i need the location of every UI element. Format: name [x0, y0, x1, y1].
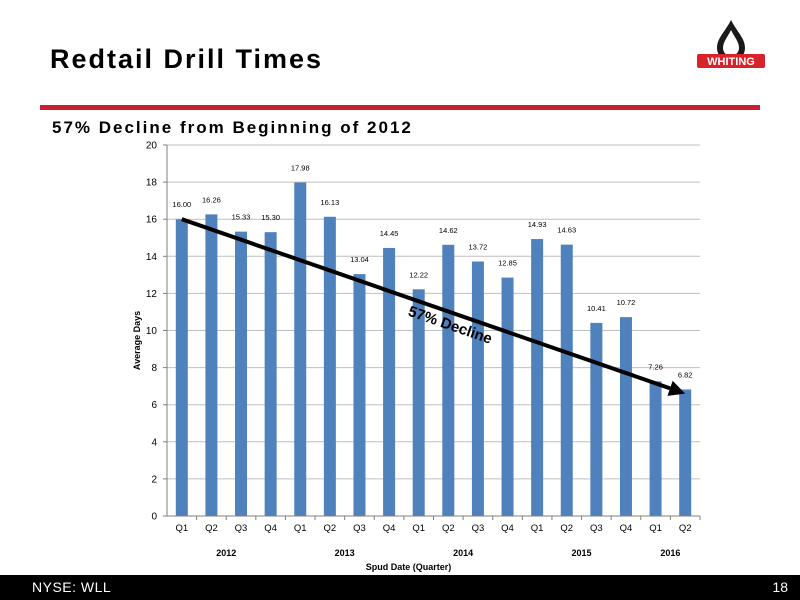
trend-annotation: 57% Decline	[181, 217, 686, 396]
bar	[175, 219, 188, 516]
bar	[590, 322, 603, 516]
footer-ticker: NYSE: WLL	[32, 579, 112, 595]
x-tick-label: Q1	[175, 523, 188, 534]
bar	[264, 232, 277, 516]
bar	[205, 214, 218, 516]
bar	[471, 261, 484, 516]
axes: 0 2 4 6 8 10 12 14 16 18 20 Q1 Q2 Q3 Q4 Q1 Q2 Q3 Q4 Q1 Q2 Q3 Q…	[132, 141, 701, 572]
data-label: 16.13	[320, 198, 339, 207]
bar	[679, 389, 692, 516]
year-label: 2014	[453, 548, 473, 558]
bars	[175, 182, 692, 517]
y-tick-label: 20	[146, 141, 158, 152]
slide-subtitle: 57% Decline from Beginning of 2012	[52, 118, 413, 137]
title-divider	[40, 105, 760, 110]
bar	[560, 244, 573, 516]
bar	[323, 216, 336, 516]
data-labels: 16.00 16.26 15.33 15.30 17.98 16.13 13.04 14.45…	[172, 163, 692, 379]
data-label: 16.00	[172, 200, 191, 209]
x-tick-label: Q2	[560, 523, 573, 534]
year-label: 2013	[335, 548, 355, 558]
data-label: 10.41	[587, 304, 606, 313]
bar	[442, 244, 455, 516]
year-label: 2012	[216, 548, 236, 558]
x-tick-label: Q1	[412, 523, 425, 534]
data-label: 16.26	[202, 195, 221, 204]
x-tick-label: Q4	[264, 523, 277, 534]
x-tick-label: Q1	[649, 523, 662, 534]
bar	[383, 247, 396, 516]
y-tick-label: 18	[146, 178, 158, 189]
data-label: 15.33	[232, 213, 251, 222]
data-label: 14.62	[439, 226, 458, 235]
y-tick-label: 8	[151, 363, 157, 374]
y-tick-label: 14	[146, 252, 158, 263]
slide-title: Redtail Drill Times	[50, 44, 324, 74]
x-axis-title: Spud Date (Quarter)	[366, 562, 452, 572]
whiting-logo-icon: WHITING	[697, 20, 765, 68]
logo-text: WHITING	[707, 56, 755, 68]
y-tick-label: 16	[146, 215, 158, 226]
bar	[501, 277, 514, 516]
data-label: 15.30	[261, 213, 280, 222]
data-label: 6.82	[678, 370, 693, 379]
page-number: 18	[772, 579, 788, 595]
x-tick-label: Q2	[324, 523, 337, 534]
year-label: 2015	[572, 548, 592, 558]
trend-arrow-head	[667, 380, 686, 396]
data-label: 14.45	[380, 229, 399, 238]
y-tick-label: 10	[146, 326, 158, 337]
x-tick-label: Q2	[442, 523, 455, 534]
x-tick-label: Q4	[383, 523, 396, 534]
bar	[235, 231, 248, 517]
x-tick-label: Q2	[679, 523, 692, 534]
y-tick-label: 6	[151, 400, 157, 411]
bar	[412, 289, 425, 516]
x-tick-label: Q4	[620, 523, 633, 534]
x-tick-label: Q3	[235, 523, 248, 534]
bar	[353, 274, 366, 516]
data-label: 7.26	[648, 362, 663, 371]
x-tick-label: Q1	[294, 523, 307, 534]
y-tick-label: 2	[151, 474, 157, 485]
bar	[531, 239, 544, 516]
y-tick-label: 12	[146, 289, 158, 300]
bar	[619, 317, 632, 516]
x-tick-label: Q1	[531, 523, 544, 534]
x-tick-label: Q4	[501, 523, 514, 534]
x-tick-label: Q3	[590, 523, 603, 534]
bar	[294, 182, 307, 516]
y-tick-label: 4	[151, 437, 157, 448]
footer-bar: NYSE: WLL 18	[0, 575, 800, 600]
x-tick-label: Q2	[205, 523, 218, 534]
data-label: 13.04	[350, 255, 369, 264]
data-label: 13.72	[469, 242, 488, 251]
data-label: 14.93	[528, 220, 547, 229]
y-axis-title: Average Days	[132, 311, 142, 370]
bar	[649, 381, 662, 516]
data-label: 10.72	[617, 298, 636, 307]
x-tick-label: Q3	[353, 523, 366, 534]
data-label: 17.98	[291, 163, 310, 172]
data-label: 14.63	[557, 226, 576, 235]
x-tick-label: Q3	[472, 523, 485, 534]
data-label: 12.85	[498, 259, 517, 268]
data-label: 12.22	[409, 270, 428, 279]
year-label: 2016	[660, 548, 680, 558]
y-tick-label: 0	[151, 512, 157, 523]
trend-arrow-line	[181, 217, 671, 391]
